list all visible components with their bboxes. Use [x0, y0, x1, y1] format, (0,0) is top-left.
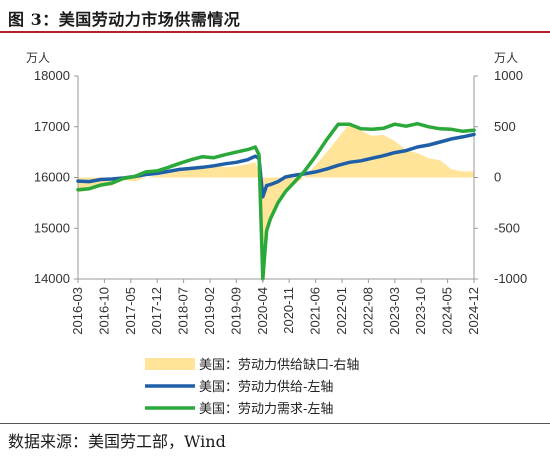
title-divider	[0, 31, 550, 33]
left-tick-label: 15000	[34, 220, 70, 235]
left-tick-label: 17000	[34, 119, 70, 134]
x-tick-label: 2016-10	[96, 287, 111, 335]
right-tick-label: 500	[494, 119, 516, 134]
right-tick-label: -500	[494, 220, 520, 235]
left-tick-label: 16000	[34, 170, 70, 185]
right-axis-unit: 万人	[494, 51, 518, 65]
right-tick-label: 0	[494, 170, 501, 185]
x-axis-ticks: 2016-03 2016-10 2017-05 2017-12 2018-07 2019-…	[70, 279, 481, 335]
x-tick-label: 2017-05	[123, 287, 138, 335]
right-axis-ticks: -1000 -500 0 500 1000	[474, 68, 527, 286]
x-tick-label: 2024-05	[440, 287, 455, 335]
left-tick-label: 18000	[34, 68, 70, 83]
x-tick-label: 2023-10	[413, 287, 428, 335]
x-tick-label: 2024-12	[466, 287, 481, 335]
x-tick-label: 2020-04	[255, 287, 270, 335]
x-tick-label: 2022-08	[360, 287, 375, 335]
legend-swatch-gap	[145, 358, 195, 370]
supply-line-series	[76, 132, 476, 199]
gap-area-series	[78, 123, 474, 279]
right-tick-label: -1000	[494, 271, 527, 286]
x-tick-label: 2020-11	[281, 287, 296, 334]
x-tick-label: 2017-12	[149, 287, 164, 335]
left-axis-ticks: 14000 15000 16000 17000 18000	[34, 68, 78, 286]
legend-label: 美国：劳动力供给缺口-右轴	[199, 357, 359, 373]
x-tick-label: 2019-09	[228, 287, 243, 335]
x-tick-label: 2016-03	[70, 287, 85, 335]
legend-label: 美国：劳动力供给-左轴	[199, 379, 333, 395]
lines-layer	[76, 121, 476, 281]
x-tick-label: 2023-03	[387, 287, 402, 335]
left-axis-unit: 万人	[26, 51, 50, 65]
x-tick-label: 2018-07	[176, 287, 191, 335]
gap-area-layer	[78, 123, 474, 279]
source-note: 数据来源：美国劳工部，Wind	[8, 432, 226, 451]
source-divider	[0, 423, 550, 424]
figure-title: 图 3：美国劳动力市场供需情况	[8, 10, 241, 29]
x-tick-label: 2019-02	[202, 287, 217, 335]
left-tick-label: 14000	[34, 271, 70, 286]
x-tick-label: 2021-06	[308, 287, 323, 335]
legend-label: 美国：劳动力需求-左轴	[199, 401, 333, 417]
right-tick-label: 1000	[494, 68, 523, 83]
labor-market-chart: 14000 15000 16000 17000 18000 -1000 -500 0 500 1…	[26, 51, 527, 417]
x-tick-label: 2022-01	[334, 287, 349, 335]
demand-line-series	[76, 121, 476, 281]
